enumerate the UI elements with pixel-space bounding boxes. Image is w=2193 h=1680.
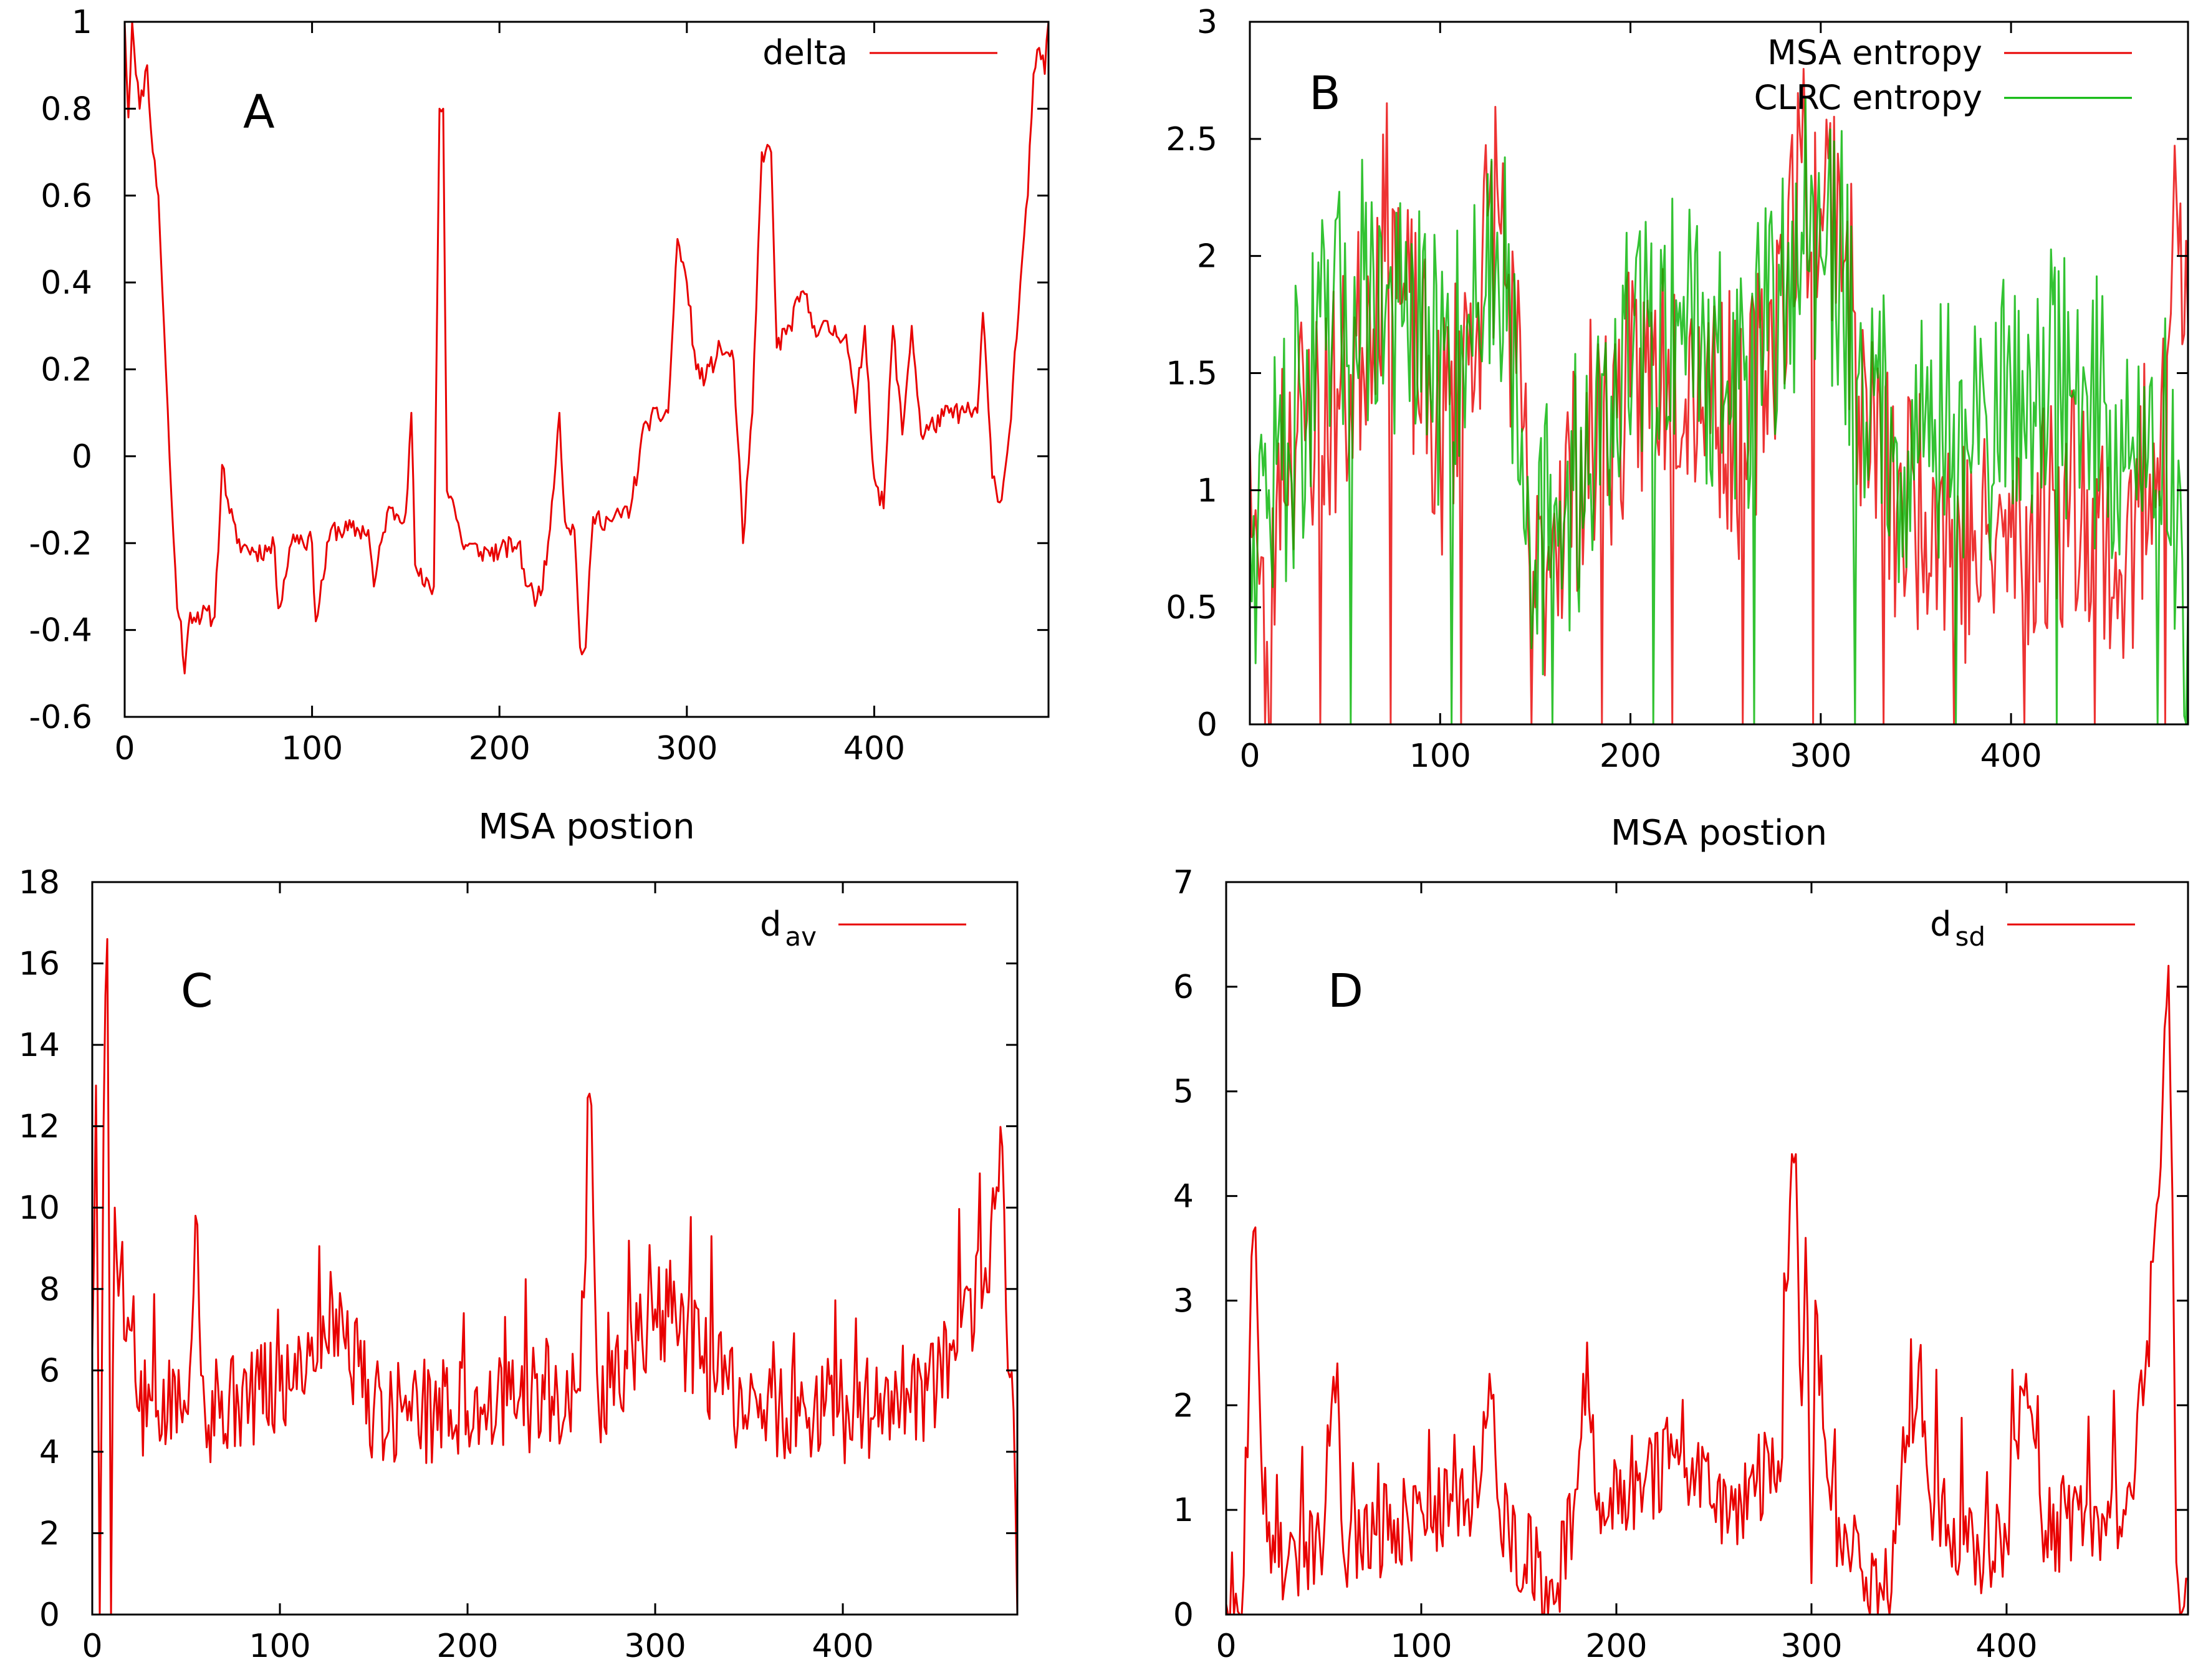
chart-b-y-tick-label: 3 <box>1197 4 1217 41</box>
chart-c: 0 100 200 300 400 0 2 4 6 8 10 12 14 16 18 d av <box>19 864 1019 1665</box>
chart-a-series-line-0 <box>123 21 1050 674</box>
chart-d-x-tick-label: 0 <box>1216 1628 1236 1665</box>
chart-b-x-tick-label: 0 <box>1239 737 1260 775</box>
panel-a: A <box>243 85 275 139</box>
chart-c-legend-subscript-0: av <box>785 921 817 952</box>
chart-d-x-tick-label: 100 <box>1390 1628 1452 1665</box>
chart-b-series-line-1 <box>1249 95 2189 726</box>
panel-d-letter: D <box>1328 964 1363 1018</box>
chart-b-y-tick-label: 1.5 <box>1166 355 1217 393</box>
chart-b: 0 100 200 300 400 0 0.5 1 1.5 2 2.5 3 MSA postion MSA… <box>1166 4 2189 853</box>
chart-b-y-tick-label: 2.5 <box>1166 121 1217 158</box>
chart-c-y-tick-label: 8 <box>39 1271 60 1308</box>
chart-d-y-tick-label: 3 <box>1173 1282 1194 1320</box>
chart-c-y-tick-label: 14 <box>19 1027 60 1064</box>
chart-a-y-tick-label: 1 <box>72 4 92 41</box>
chart-c-y-tick-label: 12 <box>19 1108 60 1146</box>
chart-c-x-tick-label: 300 <box>624 1628 686 1665</box>
chart-a-x-tick-label: 300 <box>656 730 717 767</box>
chart-d-series-line-0 <box>1225 964 2189 1616</box>
chart-b-x-tick-label: 300 <box>1790 737 1851 775</box>
chart-b-y-tick-label: 0 <box>1197 706 1217 744</box>
chart-d-x-tick-label: 300 <box>1780 1628 1842 1665</box>
chart-a-y-tick-label: -0.6 <box>29 699 92 736</box>
chart-c-y-tick-label: 16 <box>19 946 60 983</box>
chart-b-x-tick-label: 400 <box>1980 737 2042 775</box>
chart-a-y-tick-label: 0.4 <box>41 264 92 302</box>
chart-d: 0 100 200 300 400 0 1 2 3 4 5 6 7 d sd <box>1173 864 2189 1665</box>
chart-c-series-line-0 <box>91 938 1019 1616</box>
chart-d-y-tick-label: 4 <box>1173 1178 1194 1216</box>
chart-b-y-tick-label: 1 <box>1197 472 1217 509</box>
chart-d-x-tick-label: 200 <box>1585 1628 1647 1665</box>
chart-d-y-tick-label: 0 <box>1173 1596 1194 1634</box>
chart-c-y-tick-label: 6 <box>39 1352 60 1390</box>
chart-a-y-tick-label: 0.2 <box>41 352 92 389</box>
chart-d-x-tick-label: 400 <box>1975 1628 2037 1665</box>
chart-c-x-tick-label: 200 <box>436 1628 498 1665</box>
chart-c-x-tick-label: 0 <box>82 1628 102 1665</box>
chart-a-legend-label-0: delta <box>762 33 848 72</box>
chart-b-legend-label-0: MSA entropy <box>1767 33 1982 72</box>
chart-c-y-tick-label: 18 <box>19 864 60 901</box>
chart-c-y-tick-label: 10 <box>19 1189 60 1227</box>
panel-b: B <box>1309 67 1341 120</box>
chart-a-x-axis-title: MSA postion <box>478 807 694 847</box>
chart-b-x-tick-label: 200 <box>1600 737 1661 775</box>
chart-a-y-tick-label: 0 <box>72 438 92 476</box>
chart-d-legend-label-0: d sd <box>1930 905 1985 952</box>
chart-a-x-tick-label: 0 <box>114 730 135 767</box>
chart-a-x-tick-label: 200 <box>469 730 530 767</box>
chart-c-y-tick-label: 0 <box>39 1596 60 1634</box>
chart-d-y-tick-label: 2 <box>1173 1387 1194 1424</box>
chart-c-y-tick-label: 2 <box>39 1515 60 1552</box>
chart-a-y-tick-label: 0.6 <box>41 178 92 215</box>
panel-b-letter: B <box>1309 67 1341 120</box>
panel-c-letter: C <box>181 964 213 1018</box>
chart-a-x-tick-label: 400 <box>843 730 905 767</box>
chart-d-y-tick-label: 6 <box>1173 969 1194 1006</box>
chart-b-y-tick-label: 0.5 <box>1166 589 1217 626</box>
chart-a: 0 100 200 300 400 -0.6 -0.4 -0.2 0 0.2 0.4 0.6 0.8 1 M… <box>29 4 1050 847</box>
panel-c: C <box>181 964 213 1018</box>
chart-a-y-tick-label: -0.2 <box>29 525 92 562</box>
chart-b-x-tick-label: 100 <box>1409 737 1471 775</box>
chart-a-legend-text-0: delta <box>762 33 848 72</box>
panel-a-letter: A <box>243 85 275 139</box>
chart-c-legend-label-0: d av <box>760 905 817 952</box>
chart-b-y-tick-label: 2 <box>1197 238 1217 276</box>
chart-d-legend-subscript-0: sd <box>1955 921 1985 952</box>
chart-c-y-tick-label: 4 <box>39 1434 60 1471</box>
chart-d-plot-frame <box>1225 881 2189 1616</box>
chart-b-legend-text-0: MSA entropy <box>1767 33 1982 72</box>
chart-a-y-tick-label: -0.4 <box>29 612 92 650</box>
chart-b-x-axis-title: MSA postion <box>1611 813 1827 853</box>
chart-d-y-tick-label: 1 <box>1173 1492 1194 1529</box>
chart-a-x-tick-label: 100 <box>281 730 343 767</box>
chart-b-series-line-0 <box>1249 68 2189 726</box>
chart-d-legend-text-0: d <box>1930 905 1951 944</box>
panel-d: D <box>1328 964 1363 1018</box>
chart-d-y-tick-label: 5 <box>1173 1073 1194 1111</box>
chart-b-legend-text-1: CLRC entropy <box>1754 78 1982 117</box>
chart-c-x-tick-label: 400 <box>812 1628 873 1665</box>
chart-c-plot-frame <box>91 881 1019 1616</box>
chart-c-legend-text-0: d <box>760 905 781 944</box>
chart-c-x-tick-label: 100 <box>249 1628 310 1665</box>
chart-b-legend-label-1: CLRC entropy <box>1754 78 1982 117</box>
chart-d-y-tick-label: 7 <box>1173 864 1194 901</box>
chart-a-y-tick-label: 0.8 <box>41 90 92 128</box>
